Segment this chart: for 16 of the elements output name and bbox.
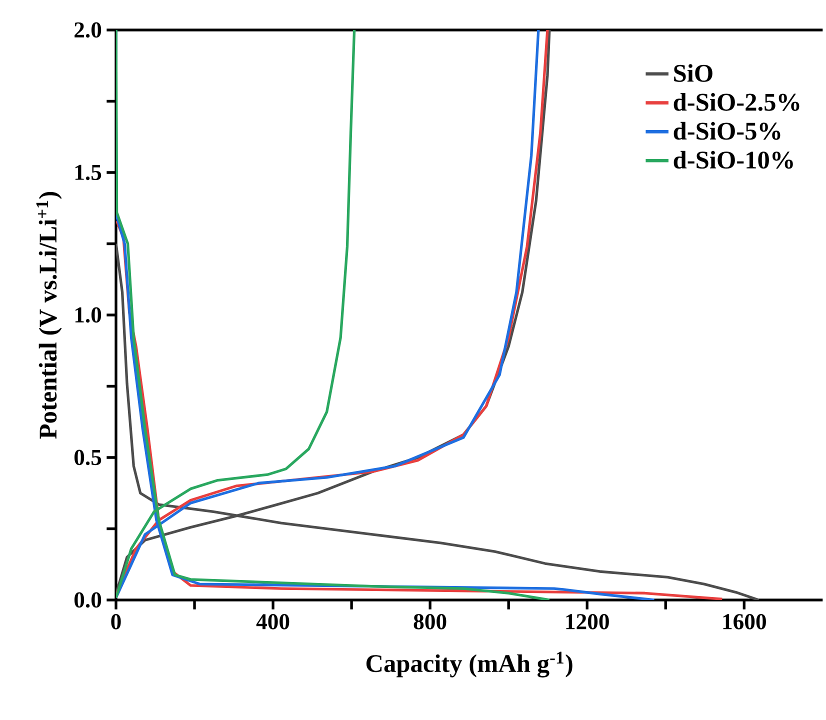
x-axis-title: Capacity (mAh g$^{-1}$) (366, 652, 572, 678)
y-tick-label: 1.0 (75, 307, 102, 323)
legend-label: d-SiO-2.5% (674, 93, 800, 111)
y-tick-label: 0.5 (74, 450, 102, 466)
legend-label: d-SiO-10% (674, 150, 793, 169)
y-tick-label: 0.0 (74, 592, 102, 608)
y-tick-label: 1.5 (75, 164, 102, 180)
y-axis-title: Potential (V vs.Li/Li$^{+1}$) (36, 192, 62, 439)
y-tick-label: 2.0 (74, 22, 102, 38)
x-tick-label: 1200 (566, 614, 609, 630)
legend-label: SiO (674, 64, 712, 82)
x-tick-label: 1600 (723, 614, 766, 630)
x-tick-label: 0 (111, 614, 121, 630)
x-tick-label: 400 (256, 614, 290, 630)
x-tick-label: 800 (414, 614, 446, 630)
legend-label: d-SiO-5% (674, 122, 780, 140)
